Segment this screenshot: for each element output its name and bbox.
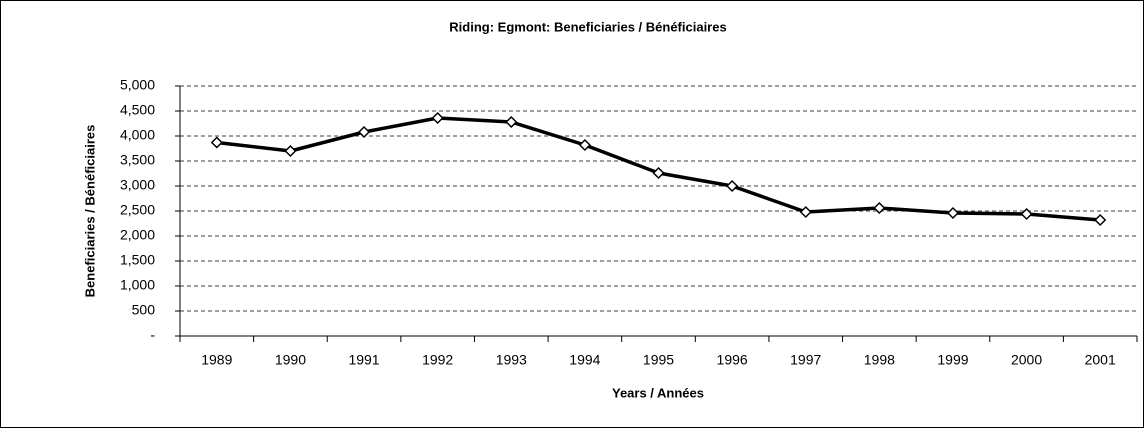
x-tick-label: 1996 — [717, 352, 748, 368]
data-point — [284, 144, 297, 158]
data-point — [505, 115, 518, 129]
y-tick-label: 4,500 — [120, 102, 155, 118]
y-tick-label: 5,000 — [120, 77, 155, 93]
x-tick-label: 1993 — [496, 352, 527, 368]
x-tick-label: 2001 — [1085, 352, 1116, 368]
x-tick-label: 1994 — [569, 352, 600, 368]
y-tick-label: - — [150, 327, 155, 343]
x-tick-label: 1990 — [275, 352, 306, 368]
x-tick-label: 1989 — [201, 352, 232, 368]
y-tick-label: 3,000 — [120, 177, 155, 193]
y-tick-label: 4,000 — [120, 127, 155, 143]
data-point — [799, 205, 812, 219]
x-axis-title: Years / Années — [612, 385, 704, 400]
data-point — [431, 111, 444, 125]
data-point — [1020, 207, 1033, 221]
data-point — [726, 179, 739, 193]
y-axis-title: Beneficiaries / Bénéficiaires — [82, 125, 97, 298]
data-point — [210, 136, 223, 149]
x-tick-label: 1998 — [864, 352, 895, 368]
y-tick-label: 3,500 — [120, 152, 155, 168]
x-tick-label: 1999 — [937, 352, 968, 368]
x-tick-label: 2000 — [1011, 352, 1042, 368]
x-tick-label: 1995 — [643, 352, 674, 368]
y-tick-label: 2,000 — [120, 227, 155, 243]
data-point — [357, 125, 371, 139]
chart-title: Riding: Egmont: Beneficiaries / Bénéfici… — [449, 19, 726, 34]
data-point — [873, 201, 886, 215]
data-point — [652, 166, 665, 180]
data-point — [1094, 213, 1107, 227]
y-tick-label: 1,500 — [120, 252, 155, 268]
y-tick-label: 1,000 — [120, 277, 155, 293]
data-point — [578, 138, 591, 152]
x-tick-label: 1992 — [422, 352, 453, 368]
data-point — [946, 206, 960, 220]
x-tick-label: 1991 — [348, 352, 379, 368]
y-tick-label: 500 — [132, 302, 156, 318]
x-tick-label: 1997 — [790, 352, 821, 368]
y-tick-label: 2,500 — [120, 202, 155, 218]
